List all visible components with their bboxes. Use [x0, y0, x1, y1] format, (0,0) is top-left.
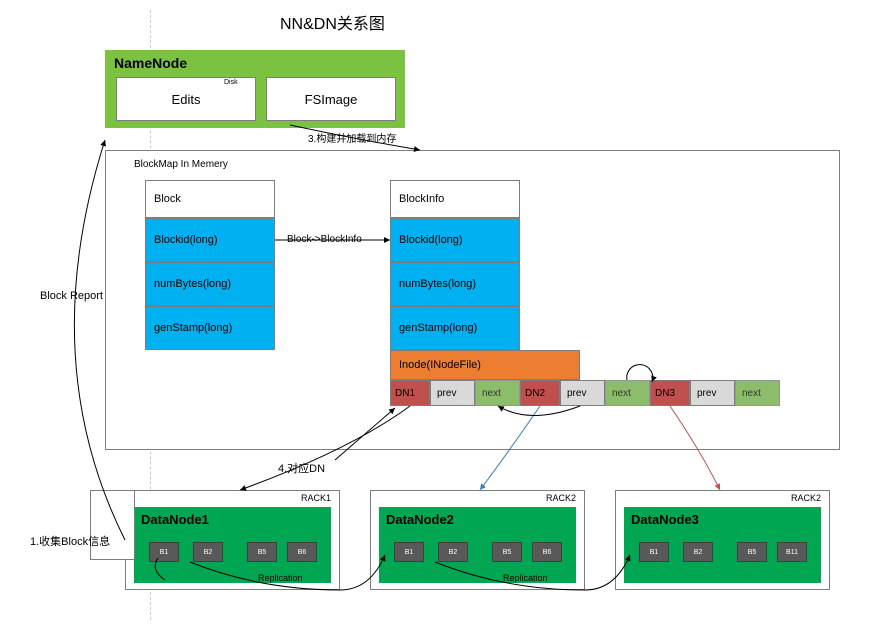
inode-cell: Inode(INodeFile): [390, 350, 580, 380]
blockinfo-genstamp: genStamp(long): [390, 306, 520, 350]
dn1-b3: B5: [247, 542, 277, 562]
dn3-next: next: [735, 380, 780, 406]
dn3-b3: B5: [737, 542, 767, 562]
blockinfo-header: BlockInfo: [390, 180, 520, 218]
dn2-next: next: [605, 380, 650, 406]
dn1-cell: DN1: [390, 380, 430, 406]
datanode3-inner: DataNode3 B1 B2 B5 B11: [624, 507, 821, 583]
build-load-label: 3.构建并加载到内存: [308, 130, 396, 145]
namenode-title: NameNode: [106, 51, 404, 75]
dn2-b4: B6: [532, 542, 562, 562]
edits-label: Edits: [172, 92, 201, 107]
dn3-title: DataNode3: [625, 508, 820, 531]
dn2-b1: B1: [394, 542, 424, 562]
datanode1-inner: DataNode1 B1 B2 B5 B6: [134, 507, 331, 583]
rack1-label: RACK1: [301, 493, 331, 503]
datanode3-container: RACK2 DataNode3 B1 B2 B5 B11: [615, 490, 830, 590]
fsimage-label: FSImage: [305, 92, 358, 107]
dn1-title: DataNode1: [135, 508, 330, 531]
replication2-label: Replication: [503, 573, 548, 583]
dn3-b1: B1: [639, 542, 669, 562]
blockinfo-blockid: Blockid(long): [390, 218, 520, 262]
disk-label: Disk: [224, 79, 238, 86]
dn3-cell: DN3: [650, 380, 690, 406]
dn3-b2: B2: [683, 542, 713, 562]
block-report-label: Block Report: [40, 290, 103, 302]
datanode2-inner: DataNode2 B1 B2 B5 B6: [379, 507, 576, 583]
block-genstamp: genStamp(long): [145, 306, 275, 350]
dn1-prev: prev: [430, 380, 475, 406]
dn2-b2: B2: [438, 542, 468, 562]
blockinfo-numbytes: numBytes(long): [390, 262, 520, 306]
collect-label: 1.收集Block信息: [30, 533, 110, 549]
rack2-label: RACK2: [546, 493, 576, 503]
dn1-next: next: [475, 380, 520, 406]
block-to-blockinfo-label: Block->BlockInfo: [287, 234, 362, 245]
collect-box: [90, 490, 135, 560]
dn3-b4: B11: [777, 542, 807, 562]
fsimage-box: FSImage: [266, 77, 396, 121]
block-blockid: Blockid(long): [145, 218, 275, 262]
namenode-box: NameNode Edits Disk FSImage: [105, 50, 405, 128]
dn2-cell: DN2: [520, 380, 560, 406]
dn1-b2: B2: [193, 542, 223, 562]
dn2-title: DataNode2: [380, 508, 575, 531]
rack2b-label: RACK2: [791, 493, 821, 503]
datanode2-container: RACK2 DataNode2 B1 B2 B5 B6: [370, 490, 585, 590]
dn3-prev: prev: [690, 380, 735, 406]
dn1-b4: B6: [287, 542, 317, 562]
map-dn-label: 4.对应DN: [278, 460, 325, 476]
dn2-b3: B5: [492, 542, 522, 562]
dn1-b1: B1: [149, 542, 179, 562]
block-header: Block: [145, 180, 275, 218]
diagram-title: NN&DN关系图: [280, 10, 385, 34]
replication1-label: Replication: [258, 573, 303, 583]
dn2-prev: prev: [560, 380, 605, 406]
blockmap-title: BlockMap In Memery: [134, 159, 228, 170]
block-numbytes: numBytes(long): [145, 262, 275, 306]
datanode1-container: RACK1 DataNode1 B1 B2 B5 B6: [125, 490, 340, 590]
